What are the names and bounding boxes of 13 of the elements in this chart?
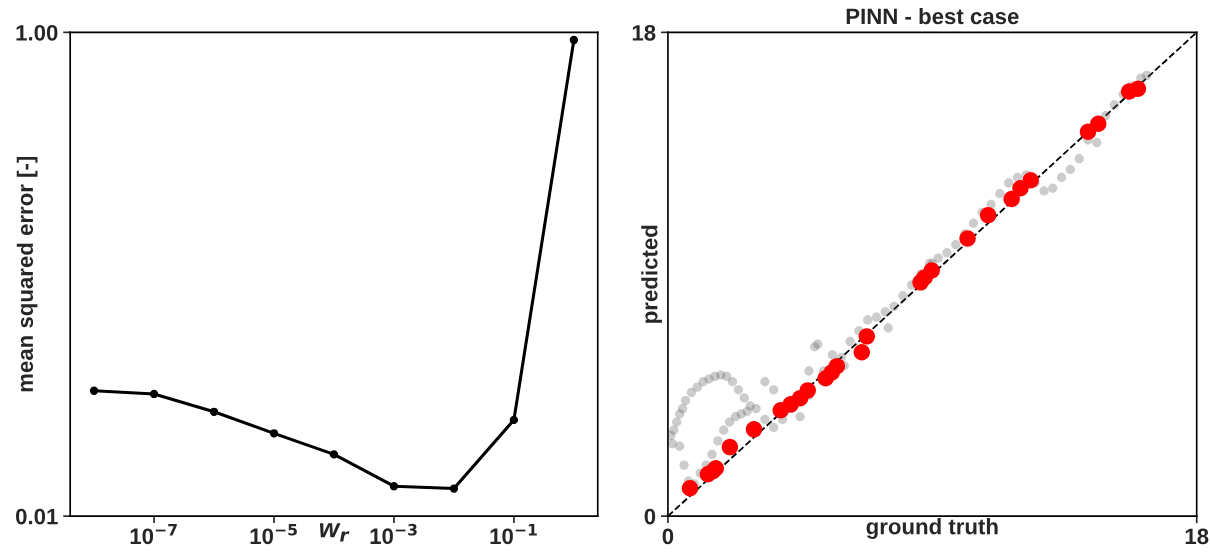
x-axis-title: w$_{r}$: [319, 523, 350, 542]
y-axis-title: predicted: [641, 225, 662, 323]
y-axis-title: mean squared error [-]: [16, 156, 38, 392]
chart-title: PINN - best case: [846, 7, 1019, 25]
x-tick-label: 0: [662, 528, 674, 545]
x-tick-label: 10$^{−1}$: [490, 524, 537, 545]
y-tick-label: 1.00: [16, 24, 58, 41]
x-tick-label: 10$^{−3}$: [370, 523, 417, 545]
x-tick-label: 10$^{−7}$: [130, 524, 177, 545]
x-axis-title: ground truth: [866, 518, 998, 539]
x-tick-label: 10$^{−5}$: [250, 524, 297, 545]
x-tick-label: 18: [1185, 528, 1209, 545]
y-tick-label: 0.01: [16, 508, 58, 525]
